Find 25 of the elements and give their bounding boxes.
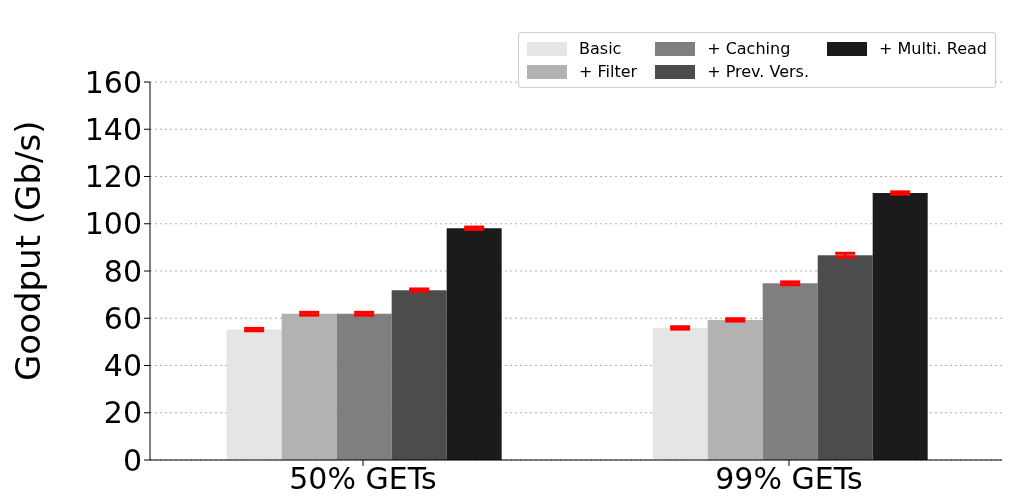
y-axis-title: Goodput (Gb/s) xyxy=(8,120,49,381)
bar xyxy=(872,193,928,460)
bar xyxy=(817,255,873,460)
y-tick-label: 160 xyxy=(84,64,142,100)
bar xyxy=(391,290,447,460)
y-tick-label: 0 xyxy=(122,442,142,478)
y-tick-label: 100 xyxy=(84,206,142,242)
y-tick-label: 20 xyxy=(103,395,142,431)
bar xyxy=(226,329,282,460)
y-tick-label: 140 xyxy=(84,111,142,147)
bar xyxy=(652,327,708,460)
y-tick-label: 40 xyxy=(103,348,142,384)
legend-label: + Multi. Read xyxy=(879,39,987,58)
bar xyxy=(762,283,818,460)
x-tick-label: 50% GETs xyxy=(289,461,437,497)
legend-label: + Caching xyxy=(707,39,791,58)
legend-label: + Filter xyxy=(579,62,638,81)
bar xyxy=(446,228,502,460)
legend-label: Basic xyxy=(579,39,622,58)
y-tick-label: 120 xyxy=(84,159,142,195)
legend-label: + Prev. Vers. xyxy=(707,62,810,81)
y-tick-label: 60 xyxy=(103,300,142,336)
x-tick-label: 99% GETs xyxy=(715,461,863,497)
y-tick-label: 80 xyxy=(103,253,142,289)
bar xyxy=(336,313,392,460)
